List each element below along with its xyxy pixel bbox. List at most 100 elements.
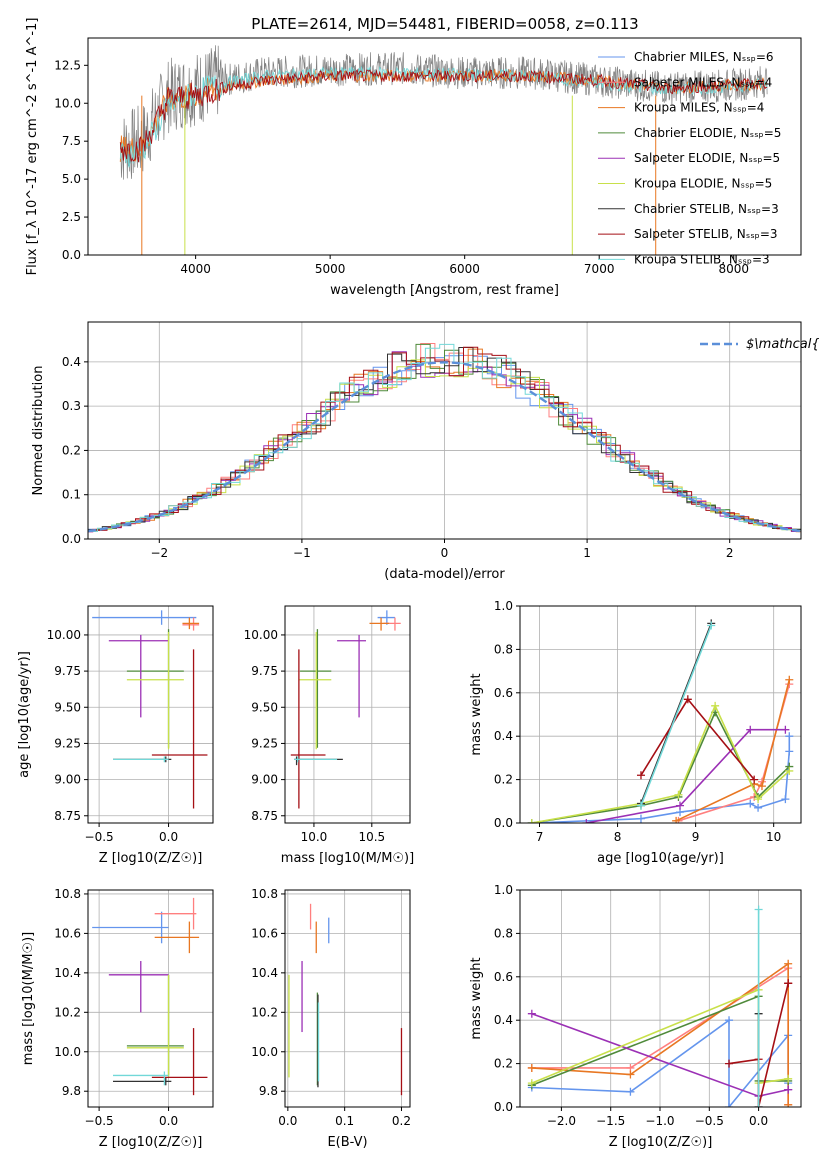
y-tick-label: 0.0 <box>62 532 81 546</box>
y-tick-label: 0.4 <box>494 1013 513 1027</box>
weight-point <box>626 1087 635 1096</box>
mass_vs_Z-panel: −0.5 0.0 9.8 10.0 10.2 10.4 10.6 10.8 Z [log10(Z… <box>21 887 214 1150</box>
y-tick-label: 9.50 <box>54 700 81 714</box>
weight-point <box>707 621 716 630</box>
spectrum-ylabel: Flux [f_λ 10^-17 erg cm^-2 s^-1 A^-1] <box>25 18 40 276</box>
weight-point <box>636 771 645 780</box>
y-tick-label: 7.5 <box>62 134 81 148</box>
y-tick-label: 0.6 <box>494 686 513 700</box>
spectrum-legend: Chabrier MILES, Nₛₛₚ=6 Salpeter MILES, Nₛ… <box>598 50 781 266</box>
residuals-xlabel: (data-model)/error <box>384 567 505 582</box>
weight-point <box>674 790 683 799</box>
axes-frame <box>87 321 802 540</box>
legend-label: Kroupa ELODIE, Nₛₛₚ=5 <box>634 177 772 191</box>
y-tick-label: 0.0 <box>62 248 81 262</box>
figure-title: PLATE=2614, MJD=54481, FIBERID=0058, z=0… <box>251 15 638 33</box>
weight-point <box>636 801 645 810</box>
x-tick-label: −2 <box>150 546 168 560</box>
residual-histogram <box>88 343 801 532</box>
x-tick-label: 0.0 <box>278 1114 297 1128</box>
weight-point <box>750 775 759 784</box>
weight_vs_age-panel: 7 8 9 10 0.0 0.2 0.4 0.6 0.8 1.0 age [log10(age/yr… <box>469 599 802 866</box>
legend-label: Chabrier MILES, Nₛₛₚ=6 <box>634 50 774 64</box>
weight-point <box>784 1085 793 1094</box>
x-tick-label: 9 <box>692 830 700 844</box>
axes-frame <box>87 605 214 824</box>
y-tick-label: 10.2 <box>54 1005 81 1019</box>
weight-point <box>725 1103 734 1107</box>
y-tick-label: 0.6 <box>494 970 513 984</box>
weight-line <box>531 710 790 823</box>
x-tick-label: 0.2 <box>392 1114 411 1128</box>
weight-point <box>527 1063 536 1072</box>
weight-point <box>683 695 692 704</box>
x-tick-label: 0 <box>441 546 449 560</box>
age_vs_Z-plot <box>92 610 208 809</box>
y-tick-label: 0.2 <box>494 773 513 787</box>
y-tick-label: 9.00 <box>251 773 278 787</box>
spectrum-plot <box>119 45 768 255</box>
y-tick-label: 1.0 <box>494 599 513 613</box>
y-tick-label: 10.8 <box>251 887 278 901</box>
weight-line <box>586 728 786 823</box>
weight-point <box>785 732 794 741</box>
panels: 4000 5000 6000 7000 80000.02.55.07.510.012.5… <box>17 18 819 1150</box>
age_vs_Z-xlabel: Z [log10(Z/Z☉)] <box>99 851 203 866</box>
age_vs_mass-plot <box>290 610 401 809</box>
y-tick-label: 10.6 <box>251 926 278 940</box>
weight-point <box>676 801 685 810</box>
weight-point <box>784 1074 793 1083</box>
y-tick-label: 1.0 <box>494 883 513 897</box>
weight-point <box>754 1103 763 1107</box>
weight-point <box>757 782 766 791</box>
weight-point <box>781 725 790 734</box>
weight-point <box>754 905 763 914</box>
weight-line <box>531 962 789 1105</box>
mass_vs_ebv-plot <box>288 903 403 1096</box>
y-tick-label: 10.4 <box>251 966 278 980</box>
y-tick-label: 0.2 <box>494 1057 513 1071</box>
axes-frame <box>519 889 802 1108</box>
y-tick-label: 10.00 <box>47 628 81 642</box>
residual-plot <box>88 343 801 534</box>
x-tick-label: 8000 <box>718 262 749 276</box>
weight-point <box>754 795 763 804</box>
x-tick-label: −0.5 <box>85 1114 114 1128</box>
weight_vs_age-xlabel: age [log10(age/yr)] <box>597 851 724 866</box>
weight-point <box>626 1070 635 1079</box>
weight_vs_Z-xlabel: Z [log10(Z/Z☉)] <box>609 1135 713 1150</box>
axes-frame <box>519 605 802 824</box>
x-tick-label: 7000 <box>584 262 615 276</box>
y-tick-label: 10.8 <box>54 887 81 901</box>
age_vs_Z-panel: −0.5 0.0 8.75 9.00 9.25 9.50 9.75 10.00 Z [log10… <box>17 605 214 866</box>
x-tick-label: 10.0 <box>301 830 328 844</box>
y-tick-label: 10.0 <box>251 1045 278 1059</box>
y-tick-label: 10.2 <box>251 1005 278 1019</box>
spectrum-model-line <box>119 69 768 163</box>
weight_vs_Z-ylabel: mass weight <box>469 957 484 1039</box>
weight-point <box>784 1100 793 1107</box>
y-tick-label: 0.1 <box>62 488 81 502</box>
x-tick-label: −1 <box>293 546 311 560</box>
legend-label: Salpeter STELIB, Nₛₛₚ=3 <box>634 227 778 241</box>
y-tick-label: 9.25 <box>251 736 278 750</box>
y-tick-label: 0.2 <box>62 443 81 457</box>
y-tick-label: 9.75 <box>251 664 278 678</box>
normal-curve <box>88 361 801 533</box>
x-tick-label: 10.5 <box>358 830 385 844</box>
x-tick-label: 1 <box>583 546 591 560</box>
weight-point <box>527 1079 536 1088</box>
legend-label: $\mathcal{N}(0,1)$ <box>746 337 819 352</box>
weight-point <box>754 803 763 812</box>
weight-point <box>784 979 793 988</box>
mass_vs_Z-ylabel: mass [log10(M/M☉)] <box>21 932 36 1065</box>
weight-point <box>784 959 793 968</box>
x-tick-label: −0.5 <box>85 830 114 844</box>
axes-frame <box>284 605 411 824</box>
weight-point <box>672 816 681 823</box>
weight-point <box>785 766 794 775</box>
age_vs_mass-panel: 10.0 10.5 8.75 9.00 9.25 9.50 9.75 10.00 mass [l… <box>244 605 414 866</box>
x-tick-label: 0.0 <box>159 1114 178 1128</box>
axes-frame <box>87 889 214 1108</box>
